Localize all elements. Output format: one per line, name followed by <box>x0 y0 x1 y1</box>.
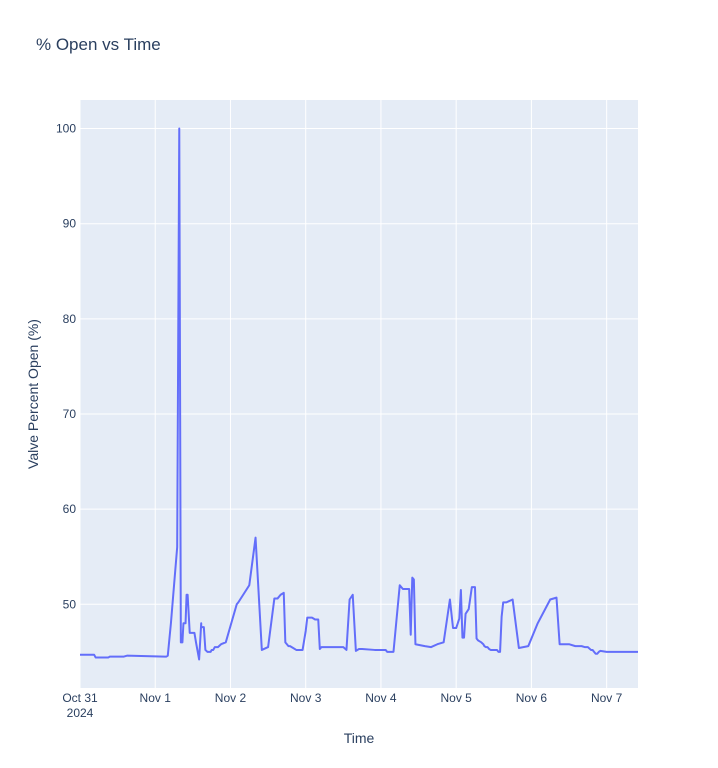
y-tick-label: 90 <box>63 217 77 231</box>
x-tick-sublabel: 2024 <box>67 706 94 720</box>
x-tick-label: Nov 5 <box>441 691 473 705</box>
x-tick-label: Oct 31 <box>62 691 98 705</box>
x-tick-label: Nov 3 <box>290 691 322 705</box>
y-tick-label: 50 <box>63 597 77 611</box>
y-tick-label: 60 <box>63 502 77 516</box>
x-tick-label: Nov 2 <box>215 691 247 705</box>
x-tick-label: Nov 6 <box>516 691 548 705</box>
series-layer <box>80 127 638 661</box>
y-tick-label: 70 <box>63 407 77 421</box>
y-axis-title: Valve Percent Open (%) <box>25 319 41 469</box>
y-tick-labels: 50 60 70 80 90 100 <box>56 122 76 612</box>
chart-title: % Open vs Time <box>36 35 161 54</box>
x-tick-label: Nov 4 <box>365 691 397 705</box>
x-axis-title: Time <box>344 730 375 746</box>
plot-area <box>80 100 638 688</box>
y-tick-label: 80 <box>63 312 77 326</box>
y-tick-label: 100 <box>56 122 76 136</box>
grid-lines <box>79 100 638 688</box>
series-line <box>80 127 638 661</box>
x-tick-label: Nov 1 <box>140 691 172 705</box>
x-tick-label: Nov 7 <box>591 691 623 705</box>
